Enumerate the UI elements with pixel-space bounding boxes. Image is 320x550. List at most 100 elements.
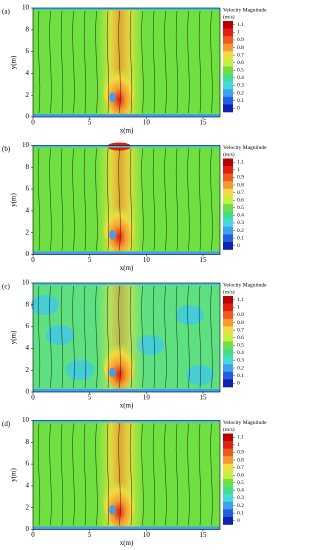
x-axis-label: x(m) xyxy=(120,127,134,135)
colorbar-swatch xyxy=(223,356,233,365)
plot-frame xyxy=(32,420,221,530)
colorbar-tick-label: 0.4 xyxy=(237,213,244,219)
wall-top xyxy=(33,145,220,148)
colorbar-swatch xyxy=(223,318,233,327)
colorbar-tick-label: 0.4 xyxy=(237,488,244,494)
plot-frame xyxy=(32,145,221,255)
plot-frame xyxy=(32,282,221,393)
colorbar-unit: (m/s) xyxy=(223,13,235,20)
colorbar-swatch xyxy=(223,241,233,250)
y-axis-label: y(m) xyxy=(10,468,18,482)
streamline xyxy=(141,148,144,251)
colorbar-tick-label: 0.3 xyxy=(237,220,244,226)
streamline xyxy=(175,285,179,389)
colorbar-swatch xyxy=(223,81,233,90)
x-axis-label: x(m) xyxy=(120,264,134,272)
streamline xyxy=(60,423,64,526)
x-tick-label: 0 xyxy=(31,119,35,127)
colorbar-tick-label: 0 xyxy=(237,105,240,111)
colorbar-swatch xyxy=(223,188,233,197)
x-axis-label: x(m) xyxy=(120,539,134,547)
streamline xyxy=(152,285,156,389)
colorbar-swatch xyxy=(223,479,233,487)
colorbar-tick-label: 0.3 xyxy=(237,358,244,364)
streamline xyxy=(210,10,213,114)
streamline xyxy=(49,285,52,389)
colorbar-swatch xyxy=(223,364,233,373)
colorbar-tick-label: 0.2 xyxy=(237,90,244,96)
x-tick-label: 0 xyxy=(31,256,35,264)
x-tick-label: 5 xyxy=(88,394,92,402)
x-tick-label: 15 xyxy=(200,256,208,264)
colorbar-tick-label: 0.2 xyxy=(237,503,244,509)
colorbar-tick-label: 0.5 xyxy=(237,480,244,486)
streamline xyxy=(164,285,167,389)
streamline xyxy=(129,148,133,251)
streamline xyxy=(106,10,110,114)
streamline xyxy=(72,10,75,114)
stagnation-point xyxy=(109,92,116,103)
colorbar-swatch xyxy=(223,104,233,113)
colorbar-tick-label: 0.5 xyxy=(237,343,244,349)
plume-core xyxy=(103,335,136,388)
streamline xyxy=(60,148,64,251)
colorbar-swatch xyxy=(223,51,233,60)
streamline xyxy=(60,285,64,389)
streamline xyxy=(37,10,41,114)
y-tick-label: 8 xyxy=(26,25,30,33)
x-axis-label: x(m) xyxy=(120,402,134,410)
x-tick-label: 10 xyxy=(143,256,151,264)
colorbar-tick-label: 0.3 xyxy=(237,495,244,501)
y-tick-label: 4 xyxy=(26,344,30,352)
colorbar-tick-label: 1.1 xyxy=(237,297,244,303)
colorbar-swatch xyxy=(223,96,233,105)
colorbar-tick-label: 0.5 xyxy=(237,68,244,74)
x-tick-label: 5 xyxy=(88,256,92,264)
colorbar-swatch xyxy=(223,219,233,228)
y-tick-label: 10 xyxy=(22,416,30,424)
colorbar-swatch xyxy=(223,456,233,465)
colorbar-tick-label: 0.6 xyxy=(237,60,244,66)
colorbar-tick-label: 0.4 xyxy=(237,75,244,81)
colorbar-swatch xyxy=(223,516,233,525)
colorbar-tick-label: 0.1 xyxy=(237,510,244,516)
colorbar-swatch xyxy=(223,501,233,510)
colorbar-tick-label: 0.6 xyxy=(237,197,244,203)
colorbar-swatch xyxy=(223,89,233,98)
colorbar-swatch xyxy=(223,494,233,503)
streamline xyxy=(118,148,121,251)
colorbar-swatch xyxy=(223,66,233,75)
x-tick-label: 5 xyxy=(88,531,92,539)
y-tick-label: 8 xyxy=(26,300,30,308)
y-tick-label: 10 xyxy=(22,141,30,149)
colorbar-tick-label: 1.1 xyxy=(237,435,244,441)
colorbar-swatch xyxy=(223,471,233,480)
colorbar-tick-label: 0.8 xyxy=(237,320,244,326)
streamline xyxy=(210,423,213,526)
streamline xyxy=(141,285,144,389)
colorbar-swatch xyxy=(223,166,233,174)
streamline xyxy=(118,10,121,114)
streamline xyxy=(95,148,98,251)
y-tick-label: 8 xyxy=(26,163,30,171)
colorbar-swatch xyxy=(223,296,233,304)
streamline xyxy=(83,285,87,389)
y-tick-label: 10 xyxy=(22,279,30,287)
streamline xyxy=(129,285,133,389)
colorbar-unit: (m/s) xyxy=(223,288,235,295)
colorbar-swatch xyxy=(223,448,233,457)
colorbar-swatch xyxy=(223,333,233,342)
y-tick-label: 2 xyxy=(26,366,30,374)
streamline xyxy=(164,10,167,114)
streamline xyxy=(83,423,87,526)
y-tick-label: 0 xyxy=(26,388,30,396)
plume-core xyxy=(103,197,136,250)
y-tick-label: 2 xyxy=(26,91,30,99)
colorbar-swatch xyxy=(223,74,233,82)
streamline xyxy=(198,285,202,389)
